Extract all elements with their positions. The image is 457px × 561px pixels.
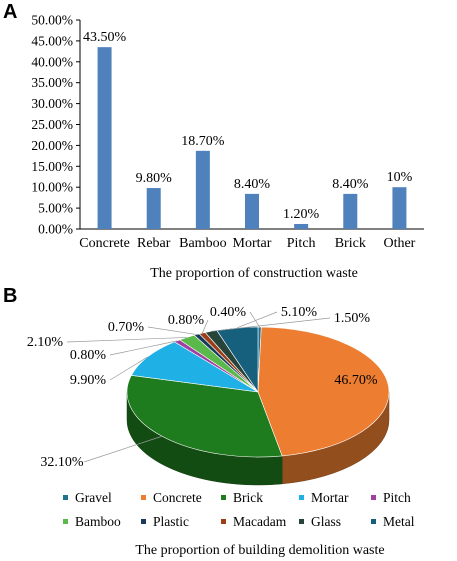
bar-rebar	[146, 188, 161, 229]
legend-label: Mortar	[311, 490, 349, 505]
legend-label: Metal	[383, 514, 415, 529]
legend-item-pitch: Pitch	[371, 490, 411, 505]
legend-swatch	[221, 519, 226, 524]
slice-label-brick: 32.10%	[40, 455, 84, 470]
category-labels: Concrete Rebar Bamboo Mortar Pitch Brick Other	[79, 236, 415, 251]
leader-line	[201, 319, 209, 334]
pie-data-labels: 0.40%46.70%32.10%9.90%0.80%2.10%0.70% 0.8…	[27, 305, 378, 470]
y-tick-label: 0.00%	[38, 222, 73, 237]
y-tick-label: 40.00%	[31, 54, 73, 69]
leader-line	[109, 340, 178, 356]
y-ticks: 0.00% 5.00% 10.00% 15.00% 20.00% 25.00% 30.00%…	[31, 13, 80, 237]
leader-line	[147, 326, 197, 335]
y-tick-label: 5.00%	[38, 201, 73, 216]
legend-swatch	[299, 495, 304, 500]
slice-label-plastic: 0.70%	[108, 320, 145, 335]
slice-mortar	[130, 341, 259, 393]
category-label: Rebar	[137, 236, 171, 251]
legend-swatch	[63, 519, 68, 524]
slice-metal	[216, 326, 259, 393]
slice-label-concrete: 46.70%	[334, 373, 378, 388]
category-label: Brick	[335, 236, 366, 251]
data-label: 8.40%	[332, 177, 369, 192]
legend-label: Concrete	[153, 490, 202, 505]
legend-swatch	[221, 495, 226, 500]
legend-item-gravel: Gravel	[63, 490, 112, 505]
category-label: Concrete	[79, 236, 130, 251]
bar-brick	[343, 193, 358, 229]
bar-concrete	[97, 47, 112, 229]
leader-line	[109, 356, 148, 381]
leader-line	[236, 311, 278, 329]
legend-label: Bamboo	[75, 514, 121, 529]
y-tick-label: 30.00%	[31, 96, 73, 111]
category-label: Other	[383, 236, 415, 251]
leader-line	[66, 337, 187, 343]
legend-label: Plastic	[153, 514, 189, 529]
pie	[126, 326, 390, 486]
category-label: Bamboo	[179, 236, 226, 251]
y-tick-label: 10.00%	[31, 180, 73, 195]
slice-label-bamboo: 2.10%	[27, 335, 64, 350]
slice-label-glass: 1.50%	[334, 311, 371, 326]
leader-line	[249, 311, 260, 328]
y-tick-label: 20.00%	[31, 138, 73, 153]
panel-a: A 0.00% 5.00% 10.00% 15.00% 20.00% 25.00% 30.0…	[3, 1, 424, 281]
category-label: Pitch	[287, 236, 316, 251]
category-label: Mortar	[233, 236, 272, 251]
data-label: 1.20%	[283, 207, 320, 222]
leader-line	[210, 317, 331, 332]
legend-label: Pitch	[383, 490, 411, 505]
legend-swatch	[63, 495, 68, 500]
y-tick-label: 35.00%	[31, 75, 73, 90]
legend-item-plastic: Plastic	[141, 514, 189, 529]
legend: Gravel Concrete Brick Mortar Pitch Bamboo Plas…	[63, 490, 415, 529]
bar-other	[392, 187, 407, 229]
y-tick-label: 25.00%	[31, 117, 73, 132]
bar-bamboo	[195, 150, 210, 229]
legend-label: Glass	[311, 514, 341, 529]
legend-item-bamboo: Bamboo	[63, 514, 121, 529]
y-tick-label: 45.00%	[31, 33, 73, 48]
legend-swatch	[371, 495, 376, 500]
data-labels: 43.50% 9.80% 18.70% 8.40% 1.20% 8.40% 10%	[83, 30, 413, 222]
legend-swatch	[371, 519, 376, 524]
panel-letter-a: A	[3, 1, 17, 23]
slice-label-gravel: 0.40%	[210, 305, 247, 320]
legend-item-macadam: Macadam	[221, 514, 287, 529]
slice-label-macadam: 0.80%	[168, 313, 205, 328]
panel-letter-b: B	[3, 285, 17, 307]
legend-item-concrete: Concrete	[141, 490, 202, 505]
legend-label: Gravel	[75, 490, 112, 505]
legend-item-metal: Metal	[371, 514, 415, 529]
pie-top	[126, 326, 390, 458]
legend-swatch	[141, 495, 146, 500]
data-label: 10%	[387, 170, 413, 185]
legend-item-mortar: Mortar	[299, 490, 349, 505]
leader-line	[83, 435, 163, 463]
slice-label-pitch: 0.80%	[70, 348, 107, 363]
panel-b: B 0.40%46.70%32.10%9.90%0.80%2.10%0.70% 0…	[3, 285, 415, 558]
slice-concrete	[257, 326, 390, 457]
y-tick-label: 50.00%	[31, 13, 73, 28]
data-label: 9.80%	[136, 171, 173, 186]
slice-label-metal: 5.10%	[281, 305, 318, 320]
data-label: 43.50%	[83, 30, 127, 45]
bar-mortar	[245, 193, 259, 229]
legend-item-brick: Brick	[221, 490, 263, 505]
legend-item-glass: Glass	[299, 514, 341, 529]
legend-swatch	[299, 519, 304, 524]
slice-label-mortar: 9.90%	[70, 373, 107, 388]
legend-label: Brick	[233, 490, 263, 505]
data-label: 18.70%	[181, 134, 225, 149]
bars	[97, 47, 407, 229]
bar-pitch	[294, 223, 309, 229]
legend-label: Macadam	[233, 514, 287, 529]
chart-caption-b: The proportion of building demolition wa…	[135, 543, 384, 558]
chart-caption-a: The proportion of construction waste	[150, 266, 358, 281]
y-tick-label: 15.00%	[31, 159, 73, 174]
legend-swatch	[141, 519, 146, 524]
data-label: 8.40%	[234, 177, 271, 192]
